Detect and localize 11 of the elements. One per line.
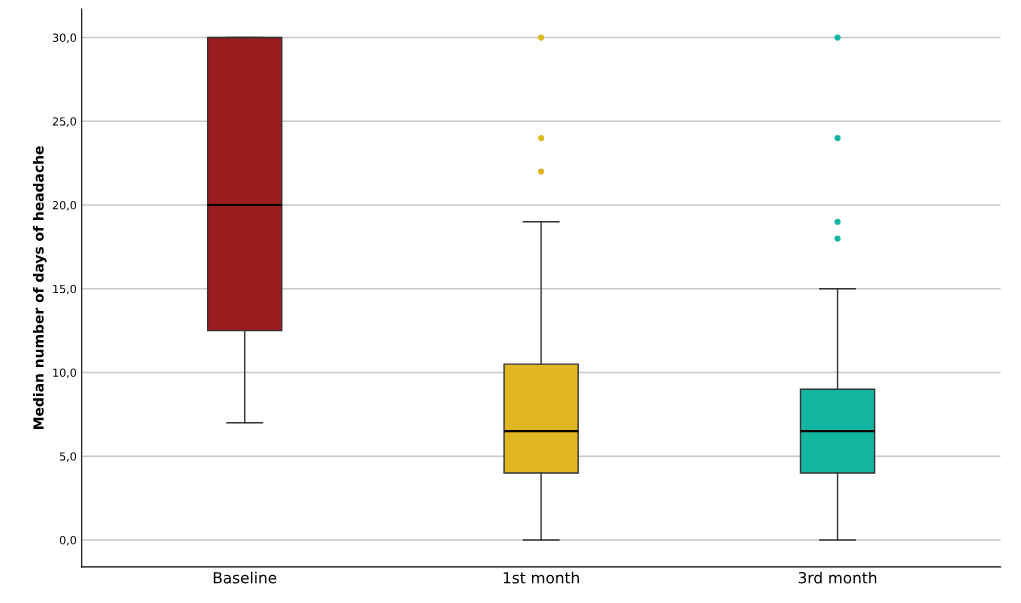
x-tick-label: 3rd month	[798, 571, 877, 584]
y-axis-title: Median number of days of headache	[32, 146, 47, 430]
y-tick-label: 25,0	[52, 117, 77, 127]
y-tick-label: 20,0	[52, 200, 77, 211]
y-tick-label: 15,0	[53, 284, 77, 295]
x-tick-label: Baseline	[213, 571, 277, 584]
y-tick-label: 5,0	[60, 452, 77, 462]
y-tick-label: 0,0	[59, 535, 77, 546]
y-tick-label: 30,0	[52, 33, 77, 44]
x-tick-label: 1st month	[503, 571, 579, 584]
y-tick-label: 10,0	[53, 368, 77, 379]
